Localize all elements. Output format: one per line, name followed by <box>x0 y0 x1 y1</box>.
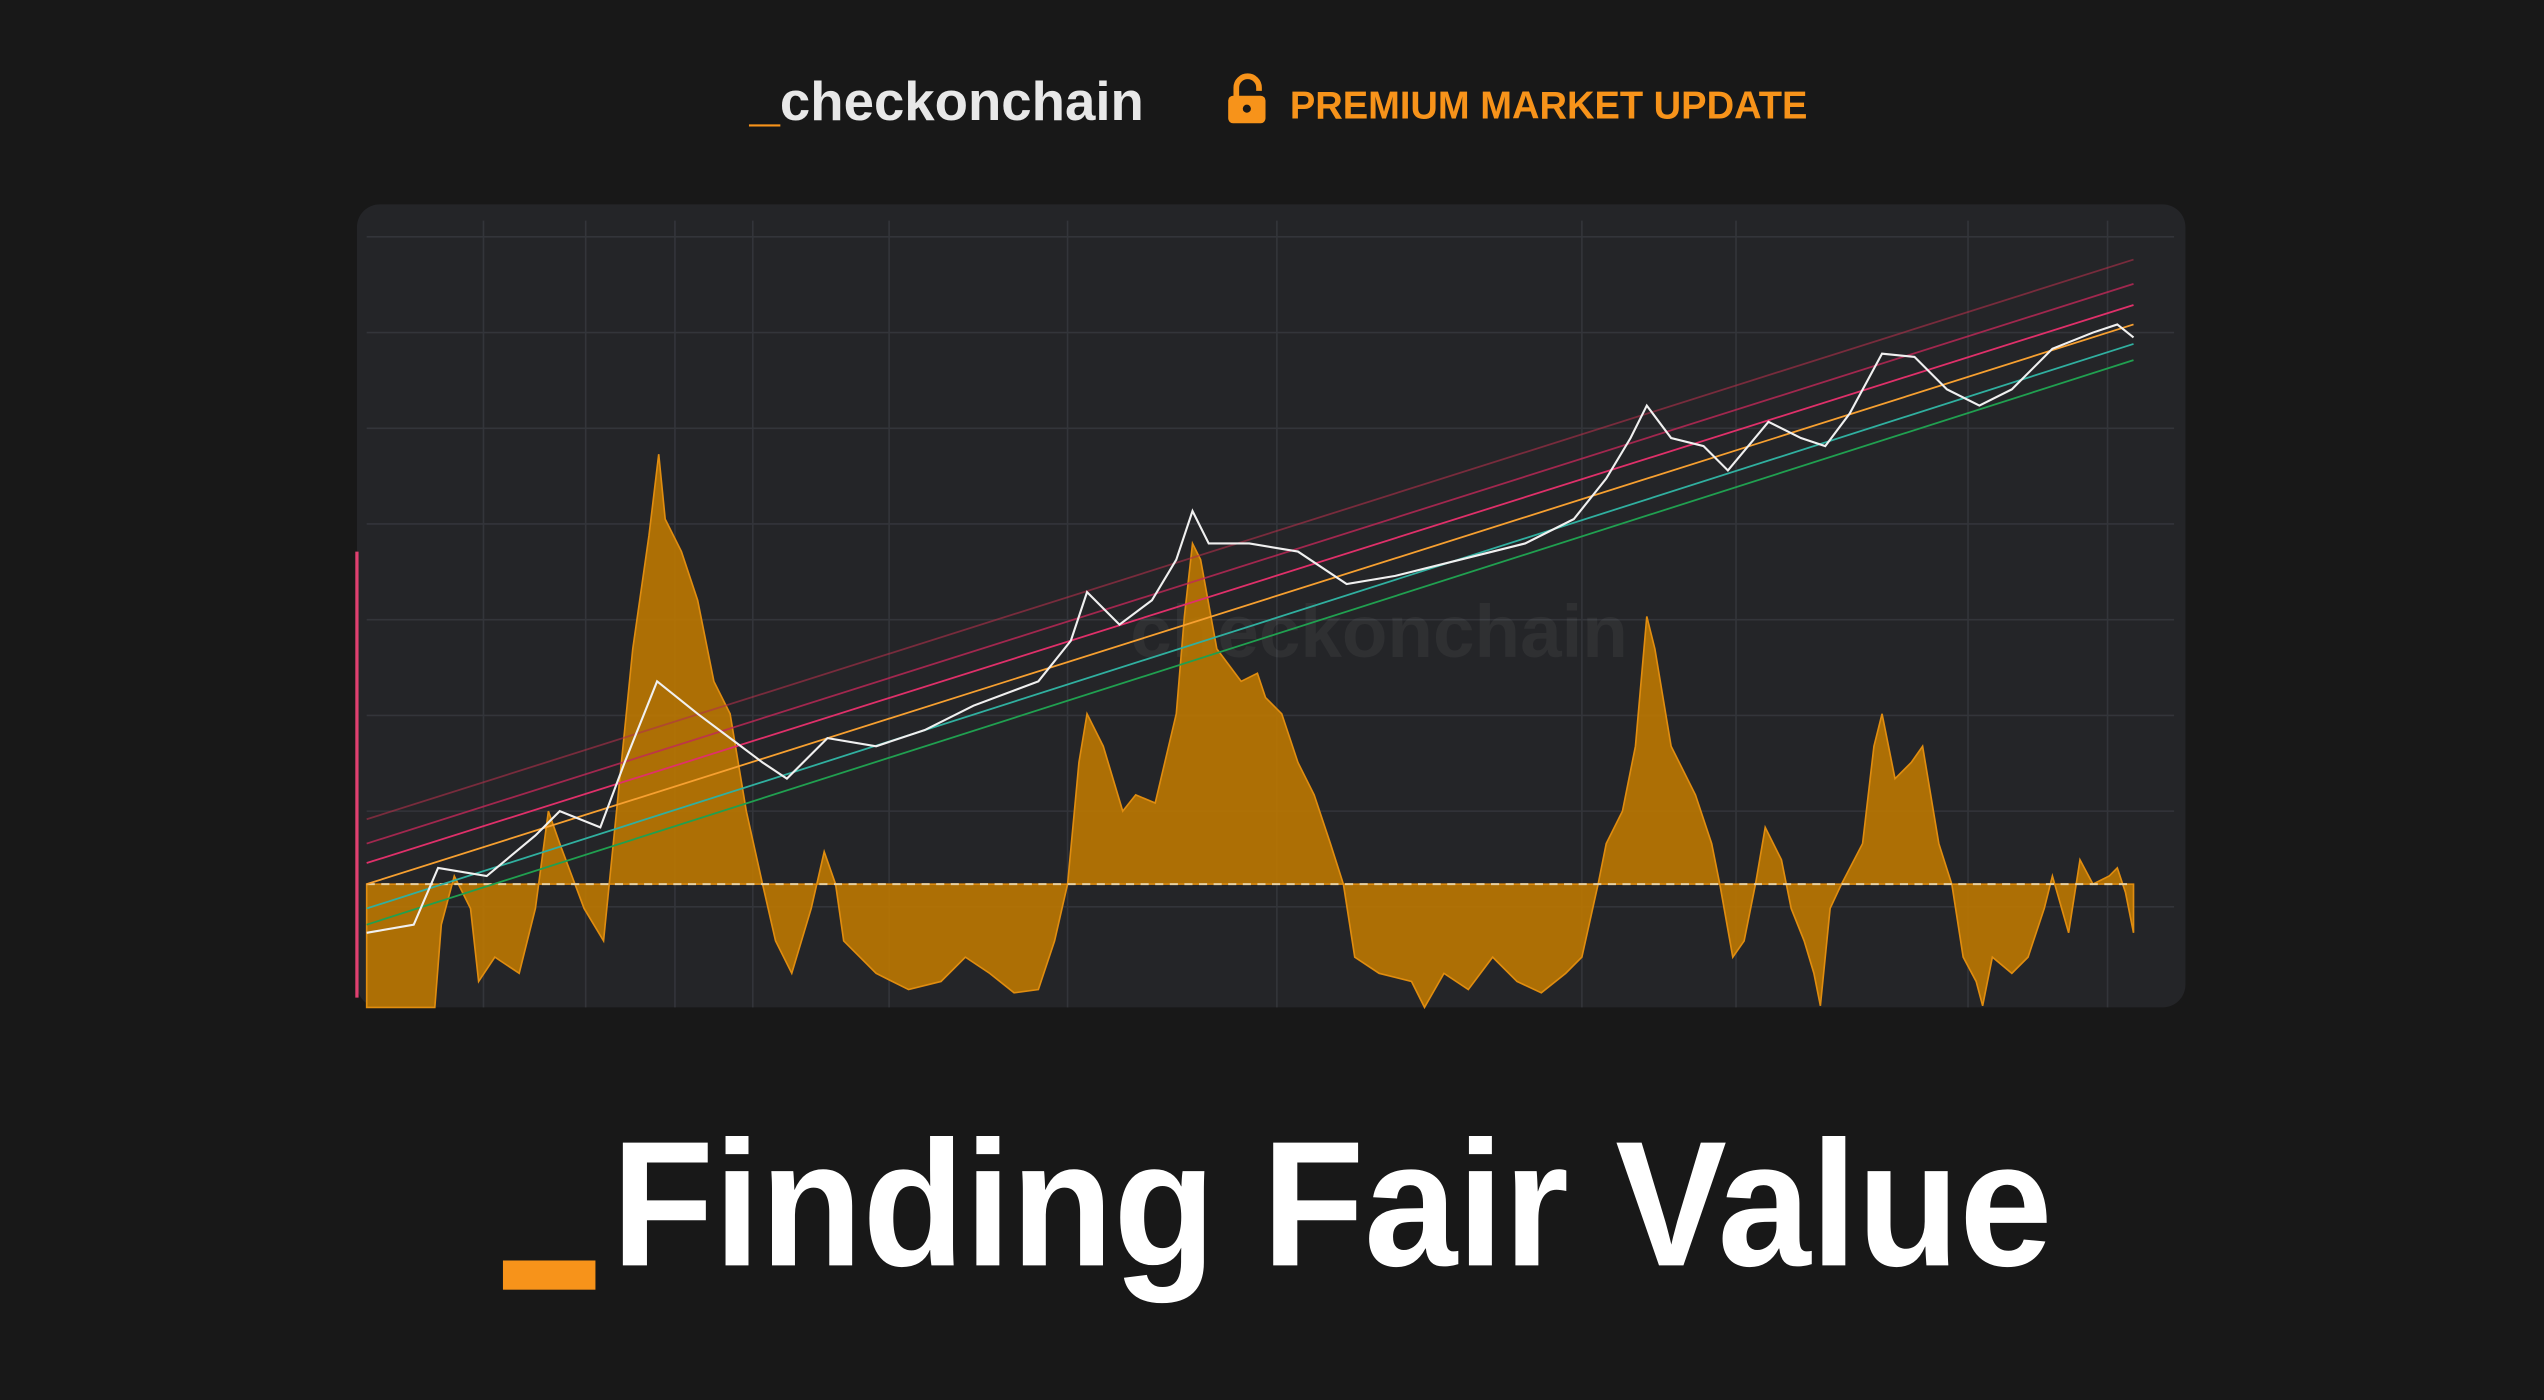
brand-name: checkonchain <box>780 70 1144 132</box>
title-underscore <box>502 1260 596 1290</box>
badge: PREMIUM MARKET UPDATE <box>1290 84 1808 127</box>
title: Finding Fair Value <box>612 1103 2053 1303</box>
brand: _checkonchain <box>749 70 1144 132</box>
lock-icon <box>1228 73 1266 124</box>
chart-panel: checkonchain <box>355 204 2186 1010</box>
brand-prefix: _ <box>749 70 782 132</box>
